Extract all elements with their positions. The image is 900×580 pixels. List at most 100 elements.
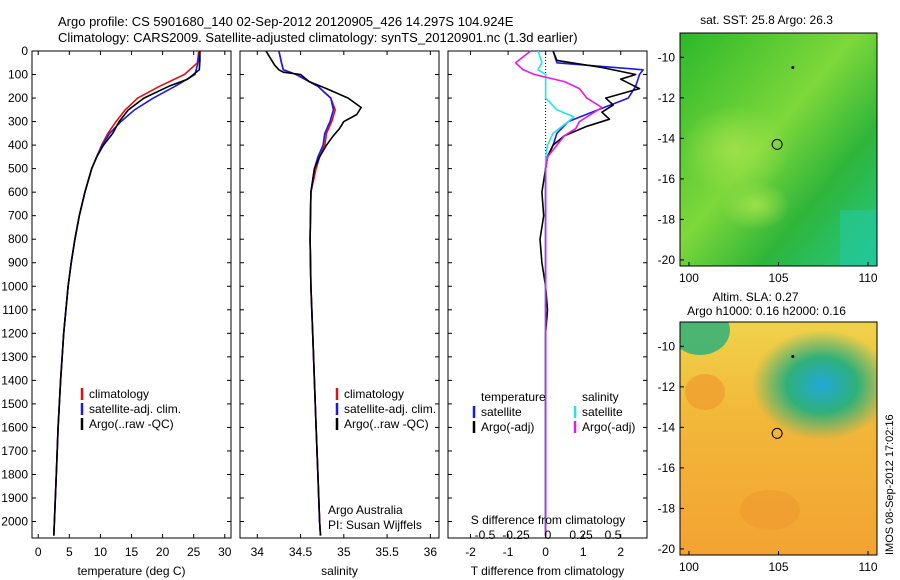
series-line-argo-raw-qc- [265,50,362,536]
y-tick-label: -16 [658,172,676,186]
x-tick-label: 36 [424,545,438,559]
panel-temperature: 0100200300400500600700800900100011001200… [1,44,231,578]
x-tick-label: 105 [768,271,788,285]
series-line-argo-raw-qc- [53,51,201,536]
y-tick-label: -20 [658,542,676,556]
legend-label: Argo(..raw -QC) [344,417,429,431]
y-tick-label: 1500 [1,397,28,411]
y-tick-label: -18 [658,501,676,515]
legend-label: satellite [481,405,522,419]
y-tick-label: 1900 [1,491,28,505]
y-tick-label: -18 [658,212,676,226]
y-tick-label: 1400 [1,373,28,387]
top-axis-label: S difference from climatology [471,513,626,527]
x-tick-label: 25 [187,545,201,559]
sst-warm-patch [680,105,790,195]
y-tick-label: 1200 [1,326,28,340]
annotation-text: PI: Susan Wijffels [328,518,422,532]
y-tick-label: 1700 [1,444,28,458]
panel-differences: -2 -1 0 1 2 T difference from climatology temp… [447,50,648,578]
x-tick-label: 30 [218,545,232,559]
x-tick-label: 5 [66,545,73,559]
y-tick-label: -20 [658,253,676,267]
side-timestamp-label: IMOS 08-Sep-2012 17:02:16 [884,414,896,555]
y-tick-label: 1100 [2,303,28,317]
x-tick-label: 10 [94,545,108,559]
panel-salinity: 34 34.5 35 35.5 36 salinity climatologysatelli… [239,50,440,578]
x-tick-label: -1 [503,545,514,559]
top-tick-label: 0.25 [569,528,593,542]
y-tick-label: 700 [8,209,28,223]
top-tick-label: -0.25 [502,528,530,542]
legend-label: Argo(..raw -QC) [89,417,174,431]
text-layer: IMOS 08-Sep-2012 17:02:16 [884,414,896,555]
legend-label: Argo(-adj) [481,420,534,434]
x-axis-label: salinity [321,564,358,578]
island-dot-marker [791,354,795,358]
legend-title-salinity: salinity [582,390,619,404]
axes-frame [447,50,648,539]
top-tick-label: 0.5 [605,528,622,542]
legend-label: satellite [582,405,623,419]
legend-label: satellite-adj. clim. [89,402,181,416]
y-tick-label: 2000 [1,515,28,529]
y-tick-label: 1000 [1,279,28,293]
annotation-text: Argo Australia [328,503,403,517]
x-tick-label: 110 [858,560,877,574]
legend-label: climatology [89,387,149,401]
map-title-line2: Argo h1000: 0.16 h2000: 0.16 [687,304,846,318]
y-tick-label: 500 [8,162,28,176]
argo-position-marker [771,427,783,439]
y-tick-label: 300 [8,115,28,129]
island-dot-marker [791,65,795,69]
x-tick-label: 105 [768,560,788,574]
y-tick-label: -12 [658,380,676,394]
y-tick-label: 100 [8,68,28,82]
sla-high-patch [685,374,725,410]
y-tick-label: -16 [658,461,676,475]
x-tick-label: 34 [251,545,265,559]
maps-layer: 100 105 110 -10 -12 -14 -16 -18 -20 sat. SST: 25.… [658,13,878,574]
map-title: sat. SST: 25.8 Argo: 26.3 [700,13,833,27]
x-tick-label: 35.5 [375,545,399,559]
x-tick-label: 100 [679,271,699,285]
panels-layer: 0100200300400500600700800900100011001200… [1,44,648,578]
y-tick-label: -10 [658,339,676,353]
y-tick-label: 1600 [1,420,28,434]
legend-label: Argo(-adj) [582,420,635,434]
y-tick-label: 0 [21,44,28,58]
x-tick-label: 0 [542,545,549,559]
figure-title-line2: Climatology: CARS2009. Satellite-adjuste… [58,30,578,45]
figure-title-line1: Argo profile: CS 5901680_140 02-Sep-2012… [58,14,514,29]
panel-sst_map: 100 105 110 -10 -12 -14 -16 -18 -20 sat. SST: 25.… [658,13,878,285]
sst-map-field [680,33,877,266]
x-tick-label: -2 [465,545,476,559]
y-tick-label: 900 [8,256,28,270]
sst-warm-patch-2 [720,180,790,230]
x-tick-label: 110 [858,271,877,285]
x-tick-label: 35 [337,545,351,559]
axes-frame [239,50,440,539]
y-tick-label: -12 [658,91,676,105]
argo-position-marker [771,138,783,150]
panel-sla_map: 100 105 110 -10 -12 -14 -16 -18 -20 Altim. SLA: 0… [658,290,878,574]
top-tick-label: 0 [545,528,552,542]
top-tick-label: -0.5 [475,528,496,542]
y-tick-label: 400 [8,138,28,152]
x-tick-label: 2 [617,545,624,559]
y-tick-label: 600 [8,185,28,199]
sst-cool-patch [840,210,877,266]
x-axis-label: T difference from climatology [471,564,625,578]
legend-title-temperature: temperature [481,390,546,404]
axes-frame [31,50,232,539]
sla-high-patch-2 [740,490,800,530]
x-tick-label: 1 [580,545,587,559]
sla-low-patch [680,322,730,355]
x-tick-label: 34.5 [289,545,313,559]
x-tick-label: 15 [125,545,139,559]
y-tick-label: -10 [658,50,676,64]
y-tick-label: 1300 [1,350,28,364]
series-line-salinity-argo-adj- [514,50,603,536]
